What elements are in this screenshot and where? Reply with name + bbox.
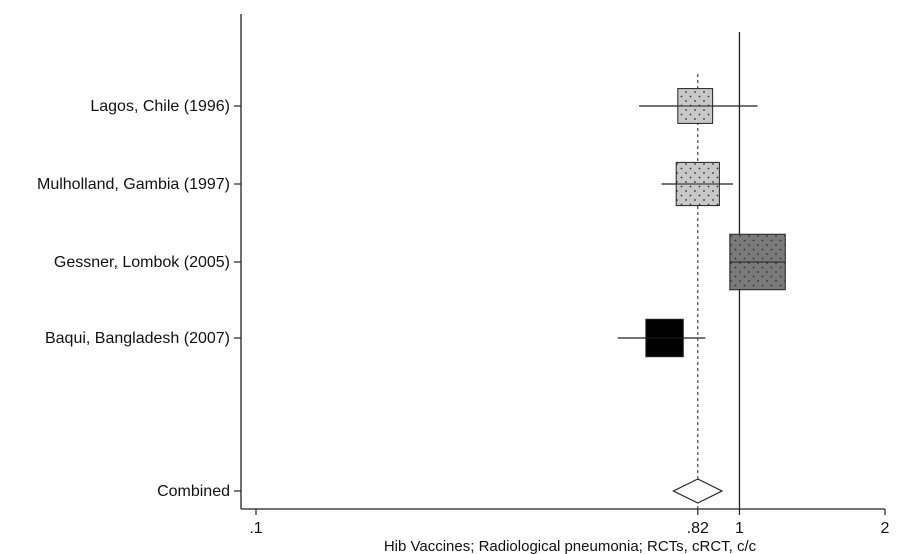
- x-tick-label: 2: [881, 520, 890, 537]
- axes-group: [234, 14, 886, 515]
- x-tick-label: .82: [687, 520, 709, 537]
- labels-group: .1 .82 1 2 Lagos, Chile (1996) Mulholland, Ga…: [37, 98, 890, 537]
- combined-label: Combined: [157, 483, 230, 500]
- study-label: Baqui, Bangladesh (2007): [45, 330, 230, 347]
- x-tick-label: 1: [735, 520, 744, 537]
- study-label: Lagos, Chile (1996): [90, 98, 230, 115]
- marks-group: [617, 88, 786, 504]
- combined-estimate-diamond: [672, 478, 724, 504]
- study-label: Gessner, Lombok (2005): [54, 254, 230, 271]
- x-axis-title: Hib Vaccines; Radiological pneumonia; RC…: [384, 538, 757, 554]
- study-label: Mulholland, Gambia (1997): [37, 176, 230, 193]
- x-tick-label: .1: [249, 520, 262, 537]
